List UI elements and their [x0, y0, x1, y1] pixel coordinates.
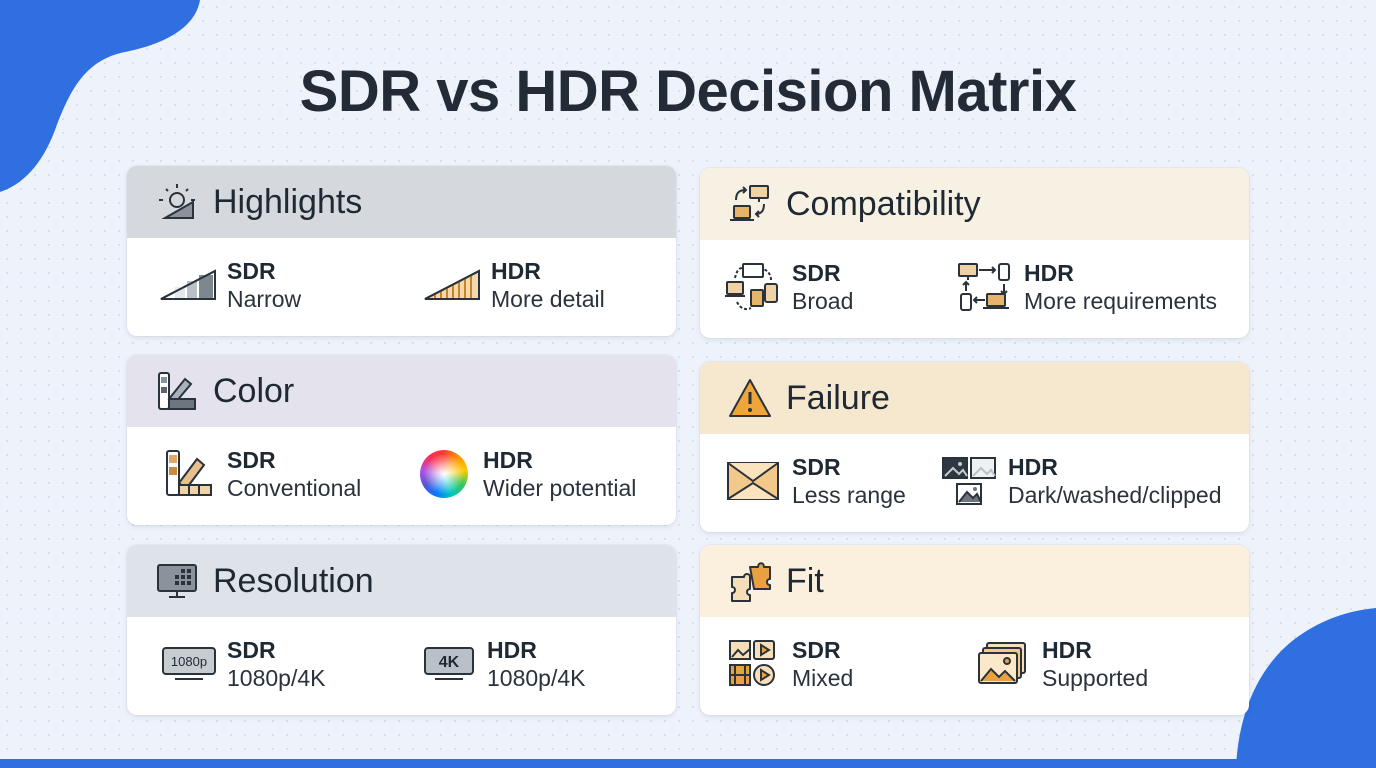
option-label: SDR	[227, 447, 276, 473]
option-sdr: SDR Mixed	[724, 635, 853, 693]
option-label: HDR	[1008, 454, 1058, 480]
device-sync-icon	[728, 182, 772, 226]
card-header: Failure	[700, 362, 1249, 434]
option-hdr: HDR More detail	[423, 256, 605, 314]
option-hdr: HDR Dark/washed/clipped	[940, 452, 1222, 510]
option-hdr: HDR More requirements	[956, 258, 1217, 316]
option-sdr: SDR Broad	[724, 258, 853, 316]
card-title: Fit	[786, 561, 824, 600]
card-body: SDR Less range HDR Dark/washed/c	[700, 434, 1249, 532]
card-body: SDR Narrow HDR More detail	[127, 238, 676, 336]
card-header: Resolution	[127, 545, 676, 617]
color-wheel-icon	[415, 445, 473, 503]
option-sdr: SDR Conventional	[159, 445, 361, 503]
card-compatibility: Compatibility SDR Broad	[700, 168, 1249, 338]
card-header: Highlights	[127, 166, 676, 238]
option-label: HDR	[1024, 260, 1074, 286]
card-color: Color SDR Conventional	[127, 355, 676, 525]
card-title: Compatibility	[786, 184, 981, 223]
option-label: SDR	[792, 260, 841, 286]
option-sdr: SDR Narrow	[159, 256, 301, 314]
option-label: HDR	[483, 447, 533, 473]
bottom-accent-bar	[0, 759, 1376, 768]
gradient-detail-icon	[423, 256, 481, 314]
compressed-range-icon	[724, 452, 782, 510]
image-stack-icon	[974, 635, 1032, 693]
card-body: 1080p SDR 1080p/4K 4K HDR 1080p/4K	[127, 617, 676, 715]
card-header: Fit	[700, 545, 1249, 617]
card-resolution: Resolution 1080p SDR 1080p/4K 4K	[127, 545, 676, 715]
card-title: Color	[213, 371, 295, 410]
option-sdr: SDR Less range	[724, 452, 906, 510]
monitor-4k-icon: 4K	[421, 635, 477, 693]
card-body: SDR Conventional HDR Wider potential	[127, 427, 676, 525]
gradient-steps-icon	[159, 256, 217, 314]
option-value: More requirements	[1024, 288, 1218, 314]
option-label: HDR	[1042, 637, 1092, 663]
devices-flow-icon	[956, 258, 1014, 316]
card-title: Resolution	[213, 561, 374, 600]
card-fit: Fit SDR Mixed	[700, 545, 1249, 715]
mixed-media-icon	[724, 635, 782, 693]
card-header: Compatibility	[700, 168, 1249, 240]
option-hdr: HDR Wider potential	[415, 445, 636, 503]
devices-cycle-icon	[724, 258, 782, 316]
option-value: Broad	[792, 288, 854, 314]
image-variants-icon	[940, 452, 998, 510]
option-value: Mixed	[792, 665, 854, 691]
option-value: Narrow	[227, 286, 302, 312]
option-label: SDR	[792, 454, 841, 480]
card-body: SDR Mixed HDR Supported	[700, 617, 1249, 715]
option-value: Wider potential	[483, 475, 637, 501]
option-value: Conventional	[227, 475, 362, 501]
corner-blob-top-left	[0, 0, 200, 192]
option-value: 1080p/4K	[487, 665, 586, 691]
option-label: SDR	[227, 258, 276, 284]
warning-icon	[728, 376, 772, 420]
option-label: HDR	[491, 258, 541, 284]
card-header: Color	[127, 355, 676, 427]
option-label: SDR	[227, 637, 276, 663]
monitor-badge: 4K	[439, 654, 460, 671]
option-label: HDR	[487, 637, 537, 663]
option-value: Supported	[1042, 665, 1149, 691]
page-title: SDR vs HDR Decision Matrix	[299, 59, 1077, 124]
option-value: 1080p/4K	[227, 665, 326, 691]
monitor-1080p-icon: 1080p	[161, 635, 217, 693]
card-failure: Failure SDR Less range	[700, 362, 1249, 532]
option-hdr: 4K HDR 1080p/4K	[421, 635, 585, 693]
color-swatch-icon	[159, 445, 217, 503]
monitor-grid-icon	[155, 559, 199, 603]
corner-blob-bottom-right	[1236, 608, 1376, 768]
option-value: Dark/washed/clipped	[1008, 482, 1222, 508]
option-hdr: HDR Supported	[974, 635, 1148, 693]
sun-shield-icon	[155, 180, 199, 224]
card-title: Highlights	[213, 182, 363, 221]
swatch-fan-icon	[155, 369, 199, 413]
option-value: Less range	[792, 482, 906, 508]
card-title: Failure	[786, 378, 890, 417]
card-body: SDR Broad HDR	[700, 240, 1249, 338]
option-sdr: 1080p SDR 1080p/4K	[161, 635, 325, 693]
card-highlights: Highlights SDR Narrow	[127, 166, 676, 336]
monitor-badge: 1080p	[171, 654, 207, 669]
option-label: SDR	[792, 637, 841, 663]
option-value: More detail	[491, 286, 605, 312]
puzzle-icon	[728, 559, 772, 603]
